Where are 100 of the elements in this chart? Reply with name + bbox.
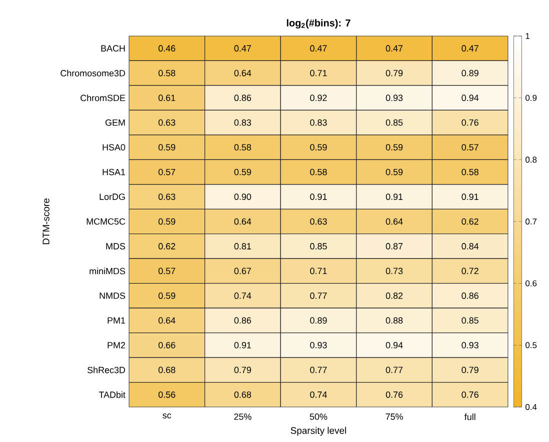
color-bar-label: 0.6	[526, 280, 537, 286]
data-label: 0.82	[386, 292, 403, 299]
data-label: 0.79	[462, 366, 478, 374]
data-label: 0.91	[310, 194, 327, 200]
y-tick-label: HSA1	[102, 168, 126, 176]
data-label: 0.89	[310, 317, 327, 324]
y-tick-label: miniMDS	[90, 268, 126, 274]
y-tick-label: ChromSDE	[80, 94, 126, 102]
y-tick-label: NMDS	[100, 292, 126, 299]
data-label: 0.84	[462, 243, 479, 250]
y-tick-label: Chromosome3D	[60, 70, 126, 76]
data-label: 0.85	[386, 119, 403, 126]
color-bar-label: 0.5	[526, 342, 537, 348]
color-bar-label: 1	[526, 33, 530, 39]
data-label: 0.71	[310, 268, 327, 274]
data-label: 0.85	[310, 243, 327, 250]
data-label: 0.77	[310, 366, 327, 374]
color-bar-label: 0.9	[526, 94, 537, 101]
chart-title: log$_{2}$(#bins): 7	[286, 19, 350, 28]
data-label: 0.77	[310, 292, 327, 299]
data-label: 0.73	[386, 268, 403, 274]
y-tick-label: TADbit	[98, 391, 126, 398]
y-tick-label: ShRec3D	[88, 366, 126, 374]
data-label: 0.46	[158, 45, 176, 52]
data-label: 0.76	[386, 391, 403, 398]
y-tick-label: MDS	[106, 243, 126, 250]
data-label: 0.64	[158, 317, 176, 324]
data-label: 0.76	[462, 119, 478, 126]
data-label: 0.89	[462, 70, 478, 76]
data-label: 0.63	[310, 218, 327, 225]
data-label: 0.56	[158, 391, 176, 398]
data-label: 0.58	[158, 70, 176, 76]
data-label: 0.67	[234, 268, 251, 274]
data-label: 0.59	[158, 144, 176, 150]
data-label: 0.86	[234, 317, 252, 324]
data-label: 0.57	[158, 168, 176, 176]
data-label: 0.72	[462, 268, 478, 274]
data-label: 0.81	[234, 243, 251, 250]
data-label: 0.92	[310, 94, 327, 102]
data-label: 0.93	[310, 342, 327, 348]
x-tick-label: full	[464, 414, 476, 420]
data-label: 0.68	[158, 366, 176, 374]
data-label: 0.59	[158, 218, 176, 225]
data-label: 0.86	[462, 292, 478, 299]
y-tick-label: PM1	[108, 317, 126, 324]
y-tick-label: PM2	[108, 342, 126, 348]
color-bar-label: 0.8	[526, 156, 537, 163]
x-tick-label: 75%	[386, 414, 403, 420]
data-label: 0.79	[234, 366, 251, 374]
data-label: 0.83	[310, 119, 327, 126]
data-label: 0.62	[462, 218, 478, 225]
data-label: 0.47	[462, 45, 478, 52]
data-label: 0.59	[234, 168, 251, 176]
data-label: 0.63	[158, 194, 176, 200]
data-label: 0.66	[158, 342, 176, 348]
y-axis-title: DTM-score	[42, 198, 50, 244]
data-label: 0.59	[386, 144, 403, 150]
data-label: 0.59	[158, 292, 176, 299]
data-label: 0.77	[386, 366, 403, 374]
y-tick-label: LorDG	[100, 194, 125, 200]
data-label: 0.57	[158, 268, 176, 274]
color-bar-label: 0.7	[526, 218, 537, 224]
data-label: 0.88	[386, 317, 403, 324]
data-label: 0.76	[462, 391, 478, 398]
y-tick-label: GEM	[106, 119, 125, 126]
data-label: 0.94	[462, 94, 479, 102]
data-label: 0.58	[310, 168, 327, 176]
data-label: 0.91	[386, 194, 403, 200]
data-label: 0.91	[462, 194, 478, 200]
data-label: 0.74	[234, 292, 252, 299]
x-tick-label: 25%	[234, 414, 252, 420]
data-label: 0.64	[386, 218, 403, 225]
data-label: 0.59	[386, 168, 403, 176]
data-label: 0.91	[234, 342, 251, 348]
data-label: 0.58	[234, 144, 252, 150]
data-label: 0.62	[158, 243, 176, 250]
data-label: 0.64	[234, 218, 252, 225]
data-label: 0.87	[386, 243, 403, 250]
color-bar-label: 0.4	[526, 404, 537, 410]
data-label: 0.61	[158, 94, 176, 102]
x-axis-title: Sparsity level	[290, 426, 346, 436]
data-label: 0.93	[386, 94, 403, 102]
data-label: 0.79	[386, 70, 403, 76]
data-label: 0.57	[462, 144, 478, 150]
data-label: 0.83	[234, 119, 252, 126]
data-label: 0.74	[310, 391, 327, 398]
data-label: 0.64	[234, 70, 252, 76]
data-label: 0.59	[310, 144, 327, 150]
data-label: 0.90	[234, 194, 252, 200]
data-label: 0.47	[310, 45, 327, 52]
x-tick-label: 50%	[310, 414, 328, 420]
x-tick-label: sc	[162, 414, 172, 418]
data-label: 0.85	[462, 317, 478, 324]
data-label: 0.68	[234, 391, 252, 398]
y-tick-label: HSA0	[102, 144, 126, 150]
y-tick-label: BACH	[101, 45, 125, 52]
y-tick-label: MCMC5C	[86, 218, 126, 225]
data-label: 0.63	[158, 119, 176, 126]
data-label: 0.71	[310, 70, 327, 76]
data-label: 0.86	[234, 94, 252, 102]
